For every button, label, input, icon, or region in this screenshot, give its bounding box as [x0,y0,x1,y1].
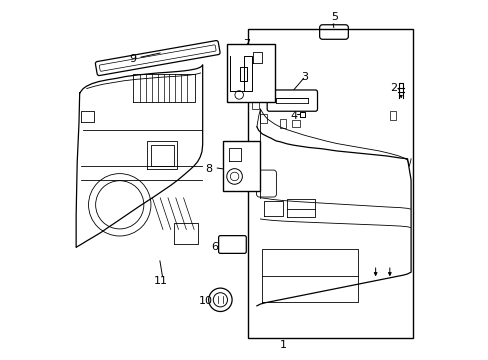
Text: 5: 5 [331,12,338,22]
Bar [226,44,274,102]
Text: 6: 6 [210,242,218,252]
Bar [247,30,412,338]
FancyBboxPatch shape [218,236,246,253]
Text: 11: 11 [154,276,168,286]
Text: 3: 3 [301,72,307,82]
Text: 9: 9 [129,54,136,64]
FancyBboxPatch shape [99,45,216,71]
Bar [251,99,258,109]
FancyBboxPatch shape [319,25,347,39]
Bar [260,114,266,123]
FancyBboxPatch shape [95,41,220,76]
FancyBboxPatch shape [266,90,317,111]
Text: 1: 1 [280,340,286,350]
Bar [279,119,286,127]
Text: 8: 8 [205,165,212,174]
Bar [292,121,300,127]
Text: 4: 4 [290,111,297,121]
Bar [223,141,260,191]
Text: 10: 10 [198,296,212,306]
Text: 2: 2 [389,83,396,93]
Bar [389,111,395,120]
Text: 7: 7 [242,39,249,49]
